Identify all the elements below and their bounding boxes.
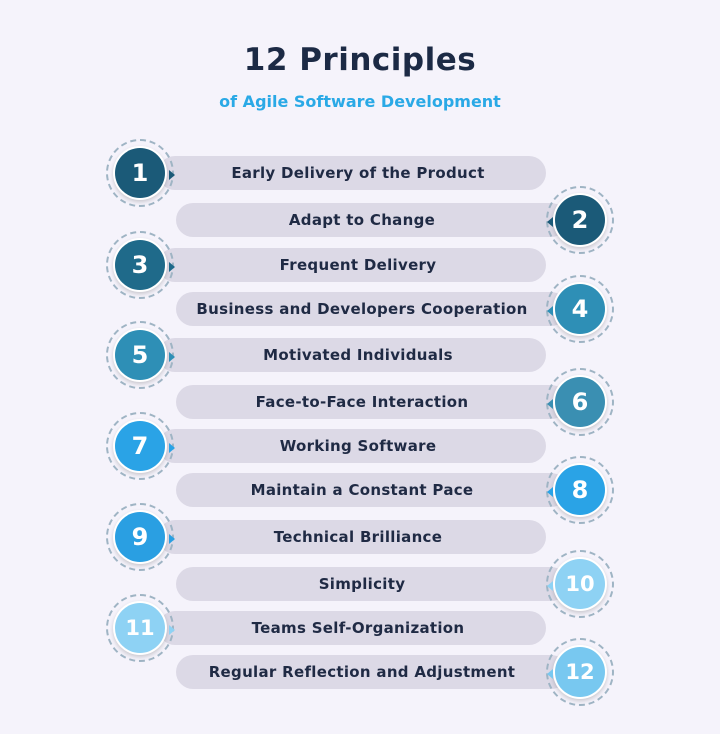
pointer-arrow-icon bbox=[547, 306, 553, 316]
principle-number-badge-1: 1 bbox=[106, 139, 175, 207]
principle-number-badge-12: 12 bbox=[546, 638, 614, 706]
principle-pill-4: Business and Developers Cooperation bbox=[176, 292, 568, 326]
principle-label: Regular Reflection and Adjustment bbox=[208, 663, 516, 681]
principle-pill-3: Frequent Delivery bbox=[158, 248, 546, 282]
principle-number-badge-10: 10 bbox=[546, 550, 614, 618]
principle-number: 8 bbox=[555, 465, 605, 515]
principle-number: 4 bbox=[555, 284, 605, 334]
principle-label: Motivated Individuals bbox=[263, 346, 453, 364]
principle-pill-6: Face-to-Face Interaction bbox=[176, 385, 568, 419]
principle-number: 10 bbox=[555, 559, 605, 609]
principle-label: Maintain a Constant Pace bbox=[250, 481, 474, 499]
principle-pill-5: Motivated Individuals bbox=[158, 338, 546, 372]
page-title: 12 Principles bbox=[243, 42, 477, 78]
principle-label: Frequent Delivery bbox=[279, 256, 437, 274]
principle-number-badge-2: 2 bbox=[546, 186, 614, 254]
principle-number: 7 bbox=[115, 421, 165, 471]
principle-number-badge-4: 4 bbox=[546, 275, 614, 343]
principle-number: 2 bbox=[555, 195, 605, 245]
principle-pill-9: Technical Brilliance bbox=[158, 520, 546, 554]
principle-number-badge-8: 8 bbox=[546, 456, 614, 524]
principle-pill-10: Simplicity bbox=[176, 567, 568, 601]
principle-label: Early Delivery of the Product bbox=[231, 164, 485, 182]
principle-pill-2: Adapt to Change bbox=[176, 203, 568, 237]
pointer-arrow-icon bbox=[547, 217, 553, 227]
principle-number: 12 bbox=[555, 647, 605, 697]
principle-number: 9 bbox=[115, 512, 165, 562]
principle-label: Teams Self-Organization bbox=[251, 619, 465, 637]
principle-label: Simplicity bbox=[318, 575, 406, 593]
principle-number-badge-3: 3 bbox=[106, 231, 175, 299]
principle-pill-11: Teams Self-Organization bbox=[158, 611, 546, 645]
principle-number-badge-5: 5 bbox=[106, 321, 175, 389]
principle-label: Business and Developers Cooperation bbox=[196, 300, 528, 318]
pointer-arrow-icon bbox=[169, 352, 175, 362]
pointer-arrow-icon bbox=[547, 669, 553, 679]
principle-label: Face-to-Face Interaction bbox=[255, 393, 469, 411]
principle-label: Working Software bbox=[279, 437, 437, 455]
principle-number: 3 bbox=[115, 240, 165, 290]
principle-number-badge-7: 7 bbox=[106, 412, 175, 480]
pointer-arrow-icon bbox=[169, 534, 175, 544]
principle-number-badge-11: 11 bbox=[106, 594, 175, 662]
pointer-arrow-icon bbox=[169, 170, 175, 180]
pointer-arrow-icon bbox=[547, 581, 553, 591]
pointer-arrow-icon bbox=[547, 399, 553, 409]
pointer-arrow-icon bbox=[169, 625, 175, 635]
principle-number: 5 bbox=[115, 330, 165, 380]
pointer-arrow-icon bbox=[547, 487, 553, 497]
principle-pill-8: Maintain a Constant Pace bbox=[176, 473, 568, 507]
principle-number-badge-6: 6 bbox=[546, 368, 614, 436]
principle-number: 6 bbox=[555, 377, 605, 427]
pointer-arrow-icon bbox=[169, 262, 175, 272]
principle-pill-7: Working Software bbox=[158, 429, 546, 463]
page-subtitle: of Agile Software Development bbox=[219, 92, 501, 111]
principle-pill-12: Regular Reflection and Adjustment bbox=[176, 655, 568, 689]
principle-number: 11 bbox=[115, 603, 165, 653]
principle-pill-1: Early Delivery of the Product bbox=[158, 156, 546, 190]
principle-number-badge-9: 9 bbox=[106, 503, 175, 571]
principle-label: Adapt to Change bbox=[288, 211, 436, 229]
pointer-arrow-icon bbox=[169, 443, 175, 453]
principle-label: Technical Brilliance bbox=[273, 528, 443, 546]
principle-number: 1 bbox=[115, 148, 165, 198]
